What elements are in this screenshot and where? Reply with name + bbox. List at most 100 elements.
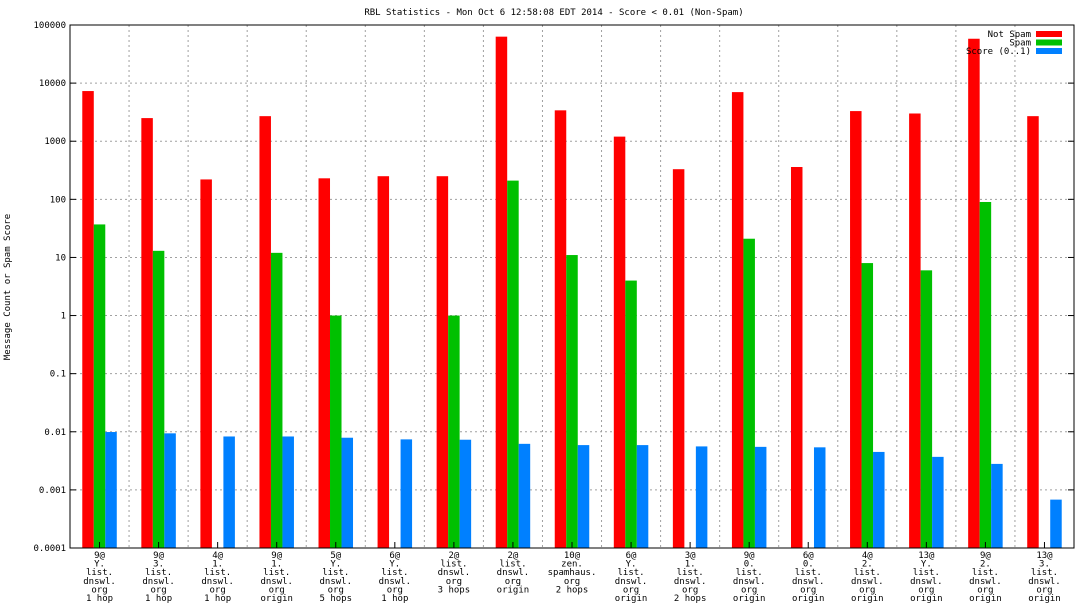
x-tick-label: 2.: [862, 560, 873, 570]
y-tick-label: 100000: [33, 21, 66, 31]
bar: [754, 446, 767, 548]
x-tick-label: dnswl.: [733, 577, 766, 587]
x-tick-label: 9@: [271, 551, 282, 561]
x-tick-label: Y.: [330, 560, 341, 570]
x-tick-label: dnswl.: [910, 577, 943, 587]
x-tick-label: Y.: [921, 560, 932, 570]
x-tick-label: 9@: [94, 551, 105, 561]
bar: [105, 432, 117, 548]
plot-frame: [69, 24, 1075, 549]
x-tick-label: list.: [677, 568, 704, 578]
x-tick-label: list.: [263, 568, 290, 578]
bar: [861, 263, 874, 548]
x-tick-label: 1 hop: [145, 594, 172, 604]
x-tick-label: dnswl.: [142, 577, 175, 587]
x-tick-label: org: [1036, 585, 1052, 595]
x-tick-label: org: [387, 585, 403, 595]
x-tick-label: 13@: [918, 551, 935, 561]
x-tick-label: list.: [736, 568, 763, 578]
bar: [141, 118, 153, 549]
x-tick-label: dnswl.: [438, 568, 471, 578]
x-tick-label: dnswl.: [674, 577, 707, 587]
legend-label: Spam: [1009, 39, 1031, 49]
chart-title: RBL Statistics - Mon Oct 6 12:58:08 EDT …: [364, 8, 743, 18]
legend-label: Score (0..1): [966, 47, 1031, 57]
x-tick-label: list.: [440, 560, 467, 570]
x-tick-label: origin: [260, 594, 293, 604]
x-tick-label: 5 hops: [320, 594, 353, 604]
bar: [270, 252, 283, 548]
bar: [920, 270, 933, 548]
x-tick-label: org: [977, 585, 993, 595]
y-tick-label: 0.0001: [33, 544, 66, 554]
bar: [743, 238, 755, 549]
x-tick-label: org: [91, 585, 107, 595]
bar: [330, 315, 342, 548]
x-tick-label: 1 hop: [204, 594, 231, 604]
x-tick-label: 4@: [862, 551, 873, 561]
bars-layer: [82, 36, 1062, 549]
x-tick-label: list.: [322, 568, 349, 578]
bar: [672, 169, 685, 549]
bar: [93, 224, 106, 549]
x-tick-label: dnswl.: [1028, 577, 1061, 587]
bar: [613, 136, 626, 548]
bar: [82, 91, 94, 548]
x-tick-label: list.: [86, 568, 113, 578]
x-tick-label: 2@: [448, 551, 459, 561]
x-tick-label: origin: [910, 594, 943, 604]
x-tick-label: 3 hops: [438, 585, 471, 595]
y-tick-label: 0.1: [50, 370, 66, 380]
x-tick-label: org: [505, 577, 521, 587]
x-tick-label: 2 hops: [556, 585, 589, 595]
x-tick-label: 0.: [744, 560, 755, 570]
x-tick-label: spamhaus.: [548, 568, 597, 578]
x-tick-label: list.: [913, 568, 940, 578]
bar: [318, 178, 331, 548]
bar: [813, 447, 826, 548]
x-tick-label: list.: [854, 568, 881, 578]
x-tick-label: 3.: [1039, 560, 1050, 570]
x-tick-label: org: [918, 585, 934, 595]
x-tick-label: org: [210, 585, 226, 595]
y-tick-label: 0.01: [44, 428, 66, 438]
x-tick-label: dnswl.: [969, 577, 1002, 587]
x-tick-label: 0.: [803, 560, 814, 570]
x-tick-label: 1.: [271, 560, 282, 570]
x-tick-label: 4@: [212, 551, 223, 561]
x-tick-label: 6@: [626, 551, 637, 561]
bar: [554, 110, 567, 548]
x-tick-label: Y.: [389, 560, 400, 570]
x-tick-label: org: [741, 585, 757, 595]
x-tick-label: origin: [792, 594, 825, 604]
bar: [968, 38, 980, 548]
bar: [932, 456, 944, 548]
x-tick-label: org: [150, 585, 166, 595]
bar: [200, 179, 212, 549]
bar: [448, 315, 460, 548]
x-tick-label: 6@: [803, 551, 814, 561]
x-tick-label: list.: [204, 568, 231, 578]
x-tick-label: org: [859, 585, 875, 595]
x-tick-label: 13@: [1036, 551, 1053, 561]
x-tick-label: dnswl.: [83, 577, 116, 587]
x-tick-label: dnswl.: [379, 577, 412, 587]
y-tick-label: 10000: [39, 79, 66, 89]
x-tick-label: dnswl.: [320, 577, 353, 587]
x-tick-label: list.: [145, 568, 172, 578]
x-tick-label: dnswl.: [260, 577, 293, 587]
x-tick-label: org: [446, 577, 462, 587]
bar: [518, 443, 531, 548]
x-tick-label: dnswl.: [792, 577, 825, 587]
x-tick-label: origin: [851, 594, 884, 604]
bar: [507, 180, 519, 548]
x-tick-label: org: [623, 585, 639, 595]
x-tick-label: origin: [497, 585, 530, 595]
x-tick-label: 2.: [980, 560, 991, 570]
x-tick-label: Y.: [94, 560, 105, 570]
y-tick-label: 100: [50, 195, 66, 205]
x-tick-label: list.: [972, 568, 999, 578]
x-tick-label: org: [564, 577, 580, 587]
